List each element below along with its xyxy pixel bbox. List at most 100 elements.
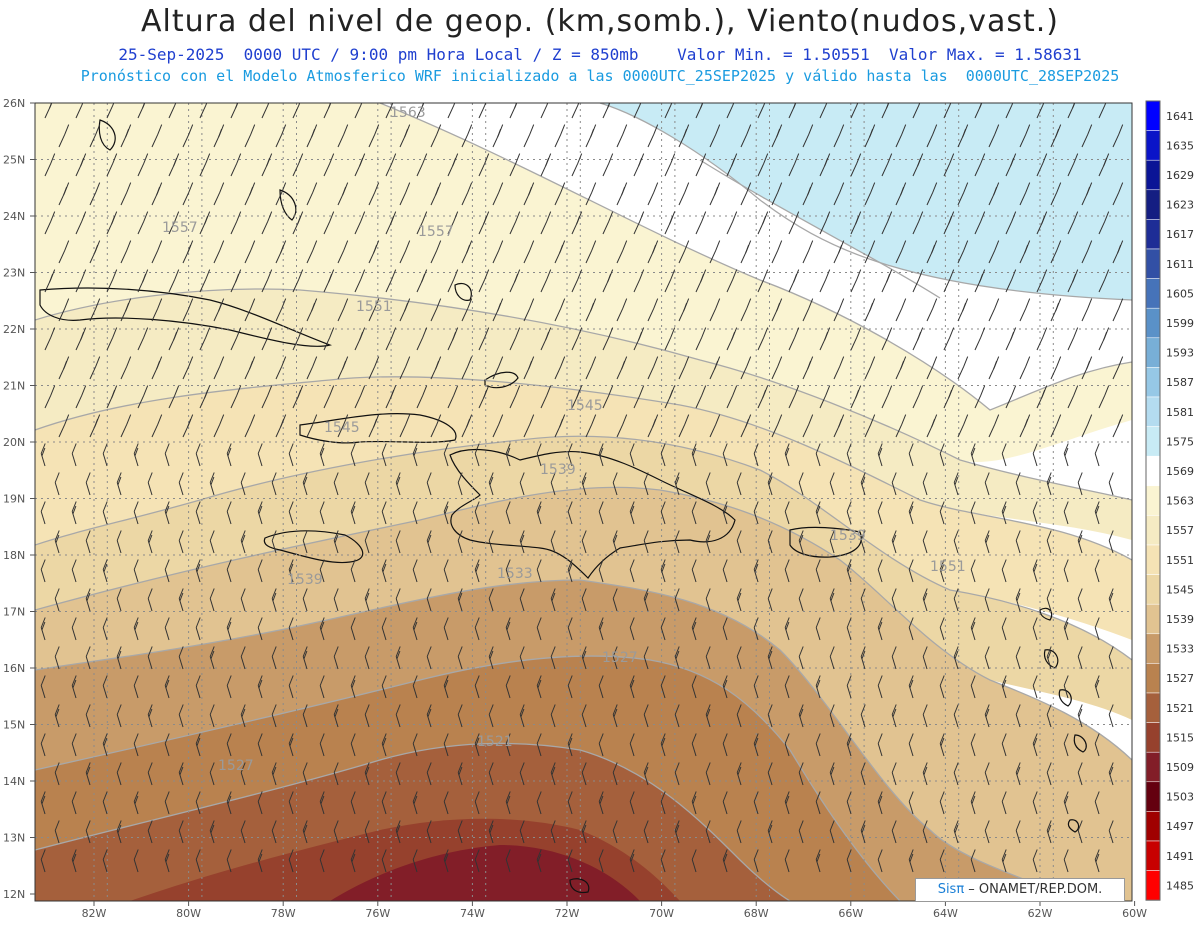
wind-barb <box>815 791 821 815</box>
wind-barb <box>226 733 232 757</box>
wind-barb <box>753 501 759 525</box>
wind-barb <box>629 617 635 641</box>
wind-barb <box>722 675 728 699</box>
wind-barb <box>337 182 349 206</box>
wind-barb <box>478 327 490 351</box>
wind-barb <box>585 182 597 206</box>
wind-barb <box>674 704 680 728</box>
wind-barb <box>881 103 890 119</box>
wind-barb <box>984 646 990 670</box>
wind-barb <box>354 153 366 177</box>
wind-barb <box>602 103 611 119</box>
wind-barb <box>1094 559 1100 583</box>
wind-barb <box>195 443 201 467</box>
wind-barb <box>474 501 480 525</box>
wind-barb <box>536 559 542 583</box>
contour-label: 1539 <box>287 572 323 588</box>
wind-barb <box>137 385 149 409</box>
wind-barb <box>939 617 945 641</box>
wind-barb <box>846 733 852 757</box>
wind-barb <box>44 385 56 409</box>
wind-barb <box>864 356 876 380</box>
wind-barb <box>164 675 170 699</box>
wind-barb <box>292 103 301 119</box>
wind-barb <box>536 791 542 815</box>
wind-barb <box>922 646 928 670</box>
wind-barb <box>709 356 721 380</box>
wind-barb <box>395 588 401 612</box>
wind-barb <box>647 414 659 438</box>
wind-barb <box>829 530 835 554</box>
wind-barb <box>257 849 263 873</box>
wind-barb <box>554 414 566 438</box>
wind-barb <box>306 414 318 438</box>
wind-barb <box>147 588 153 612</box>
coastline <box>789 526 862 558</box>
wind-barb <box>75 103 84 119</box>
wind-barb <box>846 501 852 525</box>
wind-barb <box>199 153 211 177</box>
wind-barb <box>385 153 397 177</box>
wind-barb <box>381 617 387 641</box>
wind-barb <box>895 124 907 148</box>
wind-barb <box>629 791 635 815</box>
wind-barb <box>1063 733 1069 757</box>
wind-barb <box>447 211 459 235</box>
wind-barb <box>337 414 349 438</box>
wind-barb <box>71 675 77 699</box>
wind-barb <box>151 240 163 264</box>
wind-barb <box>71 443 77 467</box>
wind-barb <box>292 211 304 235</box>
wind-barb <box>395 820 401 844</box>
wind-barb <box>974 153 986 177</box>
wind-barb <box>926 414 938 438</box>
wind-barb <box>616 240 628 264</box>
wind-barb <box>350 733 356 757</box>
wind-barb <box>323 103 332 119</box>
wind-barb <box>908 733 914 757</box>
wind-barb <box>598 733 604 757</box>
legend-label: 1515 <box>1166 731 1194 744</box>
legend-label: 1527 <box>1166 672 1194 685</box>
wind-barb <box>585 356 597 380</box>
wind-barb <box>660 849 666 873</box>
wind-barb <box>44 153 56 177</box>
wind-barb <box>509 269 521 293</box>
wind-barb <box>106 327 118 351</box>
wind-barb <box>581 646 587 670</box>
legend-swatch <box>1145 722 1161 753</box>
wind-barb <box>616 298 628 322</box>
wind-barb <box>598 443 604 467</box>
wind-barb <box>182 356 194 380</box>
wind-barb <box>1067 103 1076 119</box>
wind-barb <box>819 327 831 351</box>
wind-barb <box>846 849 852 873</box>
wind-barb <box>71 501 77 525</box>
wind-barb <box>860 646 866 670</box>
wind-barb <box>881 327 893 351</box>
lat-label: 13N <box>3 832 25 845</box>
wind-barb <box>953 472 959 496</box>
legend-swatch <box>1145 159 1161 191</box>
legend-frame <box>1145 100 1161 901</box>
wind-barb <box>488 820 494 844</box>
wind-barb <box>771 182 783 206</box>
wind-barb <box>1098 103 1107 119</box>
wind-barb <box>974 211 986 235</box>
wind-barb <box>908 501 914 525</box>
wind-barb <box>399 124 411 148</box>
wind-barb <box>767 530 773 554</box>
wind-barb <box>877 501 883 525</box>
wind-barb <box>957 414 969 438</box>
wind-barb <box>85 646 91 670</box>
wind-barb <box>302 646 308 670</box>
wind-barb <box>957 356 969 380</box>
wind-barb <box>133 443 139 467</box>
wind-barb <box>364 588 370 612</box>
wind-barb <box>102 617 108 641</box>
wind-barb <box>908 617 914 641</box>
wind-barb <box>691 559 697 583</box>
wind-barb <box>815 617 821 641</box>
wind-barb <box>54 530 60 554</box>
wind-barb <box>1001 501 1007 525</box>
